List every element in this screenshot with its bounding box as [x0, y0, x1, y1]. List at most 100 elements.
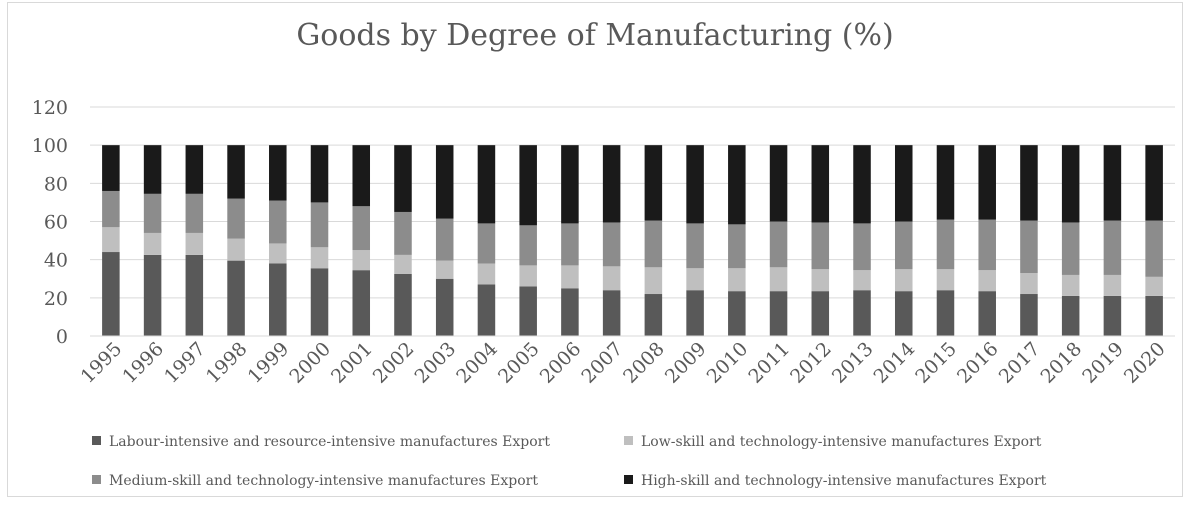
bar-segment-series-1 [227, 260, 245, 336]
bar-segment-series-3 [894, 221, 913, 270]
bar-segment-series-1 [435, 278, 454, 336]
bar-segment-series-2 [102, 227, 120, 253]
bar-segment-series-3 [477, 223, 496, 264]
x-tick-label: 2018 [1036, 338, 1086, 388]
bar-segment-series-3 [602, 222, 621, 267]
bar-segment-series-3 [561, 223, 579, 266]
bar-segment-series-4 [143, 145, 162, 194]
bar-segment-series-4 [728, 145, 746, 225]
bar-segment-series-1 [769, 291, 788, 336]
bar-segment-series-1 [978, 291, 996, 336]
bar-segment-series-1 [936, 290, 955, 336]
bar-segment-series-2 [477, 263, 496, 285]
bar-segment-series-1 [310, 268, 329, 336]
bar-segment-series-1 [519, 286, 537, 336]
y-tick-label: 20 [44, 288, 68, 310]
bar-segment-series-1 [1020, 294, 1038, 336]
bar-segment-series-1 [1061, 295, 1080, 336]
bar-segment-series-1 [1145, 295, 1163, 336]
x-tick-label: 2004 [452, 338, 502, 388]
bar-segment-series-3 [978, 219, 996, 271]
bar-segment-series-1 [728, 291, 746, 336]
bar-segment-series-1 [853, 290, 871, 336]
bar-segment-series-1 [561, 288, 579, 336]
bar-segment-series-2 [435, 260, 454, 279]
legend-label: High-skill and technology-intensive manu… [641, 473, 1047, 489]
bar-segment-series-4 [102, 145, 120, 191]
bar-segment-series-2 [185, 232, 204, 255]
x-tick-label: 2006 [536, 338, 586, 388]
x-tick-label: 2012 [786, 338, 836, 388]
bar-segment-series-4 [435, 145, 454, 219]
bar-segment-series-2 [227, 238, 245, 261]
y-tick-label: 60 [44, 212, 68, 234]
bar-segment-series-4 [352, 145, 371, 207]
bar-segment-series-4 [644, 145, 663, 221]
legend-swatch [624, 475, 633, 484]
bar-segment-series-1 [894, 291, 913, 336]
x-tick-label: 2017 [995, 338, 1045, 388]
x-tick-label: 2007 [577, 338, 627, 388]
bar-segment-series-4 [769, 145, 788, 222]
legend: Labour-intensive and resource-intensive … [92, 434, 1047, 489]
bar-segment-series-4 [394, 145, 412, 212]
bar-segment-series-2 [728, 268, 746, 292]
bar-segment-series-2 [853, 270, 871, 291]
x-tick-label: 2005 [494, 338, 544, 388]
x-tick-label: 2001 [327, 338, 377, 388]
x-tick-label: 2000 [285, 338, 335, 388]
bar-segment-series-3 [644, 220, 663, 268]
bar-segment-series-4 [1145, 145, 1163, 221]
bar-segment-series-4 [978, 145, 996, 220]
x-tick-label: 2009 [661, 338, 711, 388]
bar-segment-series-4 [227, 145, 245, 199]
x-tick-label: 2014 [870, 338, 920, 388]
bar-segment-series-4 [1061, 145, 1080, 223]
y-tick-label: 120 [32, 97, 68, 119]
bar-segment-series-1 [269, 263, 287, 336]
x-tick-label: 2016 [953, 338, 1003, 388]
bar-segment-series-3 [352, 206, 371, 251]
x-tick-label: 2019 [1078, 338, 1128, 388]
bar-segment-series-2 [1145, 276, 1163, 296]
y-axis-ticks: 0 20 40 60 80 100 120 [32, 97, 68, 348]
x-tick-label: 1998 [202, 338, 252, 388]
bar-segment-series-3 [143, 193, 162, 233]
x-tick-label: 2020 [1120, 338, 1170, 388]
x-tick-label: 2011 [744, 338, 794, 388]
gridlines [90, 106, 1175, 299]
bar-segment-series-1 [185, 254, 204, 336]
bar-segment-series-3 [811, 222, 830, 270]
bar-segment-series-1 [394, 273, 412, 336]
bar-segment-series-2 [394, 254, 412, 274]
bar-segment-series-4 [686, 145, 704, 224]
bar-segment-series-3 [310, 202, 329, 248]
x-tick-label: 1995 [77, 338, 127, 388]
bar-segment-series-4 [310, 145, 329, 203]
bar-segment-series-3 [394, 211, 412, 255]
x-tick-label: 2010 [703, 338, 753, 388]
bar-segment-series-2 [519, 265, 537, 287]
legend-label: Medium-skill and technology-intensive ma… [109, 473, 538, 489]
x-tick-label: 1996 [118, 338, 168, 388]
bar-segment-series-2 [811, 269, 830, 292]
bar-segment-series-1 [143, 254, 162, 336]
y-tick-label: 40 [44, 250, 68, 272]
bar-segment-series-1 [1103, 295, 1122, 336]
legend-label: Labour-intensive and resource-intensive … [109, 434, 550, 450]
bar-segment-series-4 [477, 145, 496, 224]
bar-segment-series-3 [519, 225, 537, 266]
bar-segment-series-2 [936, 269, 955, 291]
legend-swatch [624, 436, 633, 445]
bar-segment-series-2 [978, 270, 996, 292]
bar-segment-series-1 [352, 270, 371, 336]
bar-segment-series-2 [143, 232, 162, 255]
bar-segment-series-4 [561, 145, 579, 224]
bar-segment-series-2 [1103, 274, 1122, 296]
bar-segment-series-4 [1020, 145, 1038, 221]
bar-segment-series-2 [602, 266, 621, 291]
x-tick-label: 2003 [410, 338, 460, 388]
bar-segment-series-3 [227, 198, 245, 239]
bar-segment-series-2 [686, 268, 704, 291]
